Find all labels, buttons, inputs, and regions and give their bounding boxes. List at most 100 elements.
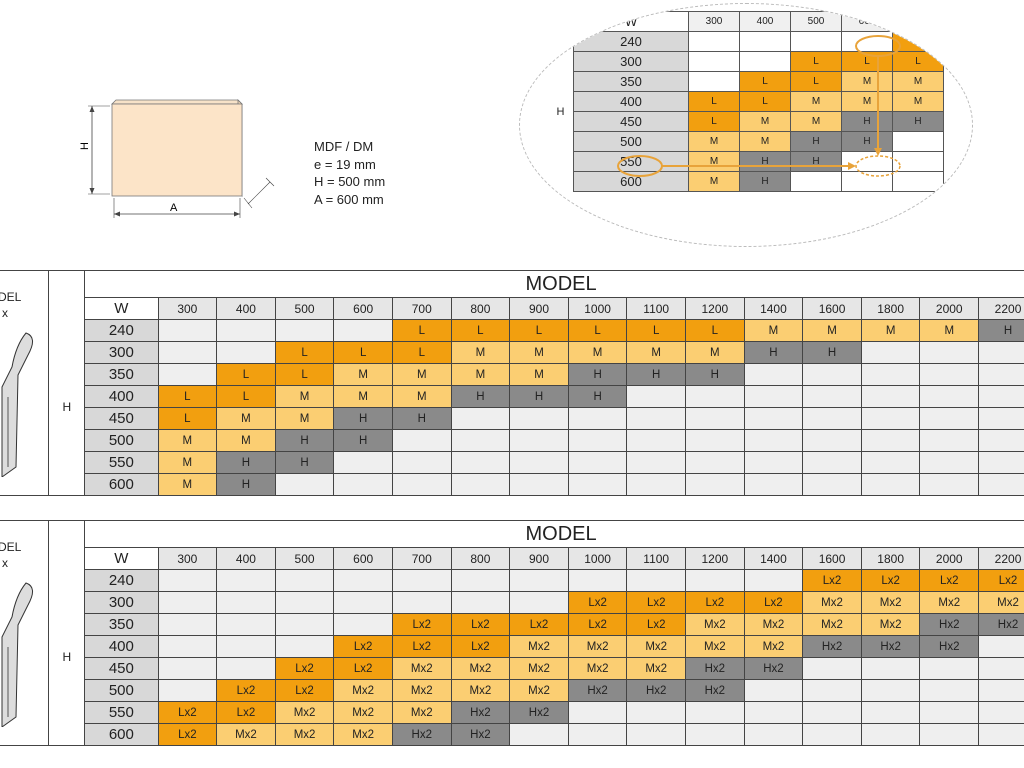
model-cell: Mx2	[743, 613, 804, 636]
model-cell	[743, 363, 804, 386]
model-cell	[274, 591, 335, 614]
model-cell: Mx2	[391, 701, 452, 724]
model-cell: M	[685, 341, 745, 364]
model-cell: L	[216, 363, 276, 386]
model-cell: Lx2	[333, 657, 393, 680]
model-cell: Mx2	[333, 679, 393, 702]
height-row-header: 450	[84, 407, 159, 430]
panel-face	[111, 103, 243, 197]
model-cell	[919, 473, 980, 496]
model-cell	[567, 429, 628, 452]
model-cell: L	[157, 385, 218, 408]
mechanism-illustration	[1, 582, 33, 728]
model-cell	[509, 591, 569, 614]
model-cell: L	[274, 341, 335, 364]
model-cell	[567, 473, 628, 496]
model-cell: M	[157, 451, 218, 474]
model-cell: M	[626, 341, 687, 364]
model-cell	[978, 451, 1024, 474]
model-cell	[274, 319, 335, 342]
model-table-double: DEL x MODEL W 300 400 500 600 700 800 900 1000 1100 1…	[0, 520, 1024, 746]
model-cell	[802, 451, 862, 474]
model-cell	[743, 569, 804, 592]
width-column-header: 800	[450, 547, 511, 570]
model-cell	[626, 451, 687, 474]
model-cell: M	[157, 429, 218, 452]
model-cell: H	[978, 319, 1024, 342]
model-cell	[391, 569, 452, 592]
model-cell: Lx2	[391, 613, 452, 636]
panel-top-edge	[111, 99, 243, 105]
model-cell: M	[509, 363, 569, 386]
model-cell	[333, 569, 393, 592]
model-cell	[802, 407, 862, 430]
model-cell: Lx2	[567, 591, 628, 614]
height-row-header: 600	[84, 723, 159, 746]
model-cell: M	[391, 363, 452, 386]
model-cell	[567, 701, 628, 724]
width-column-header: 1100	[626, 547, 687, 570]
model-cell: M	[450, 363, 511, 386]
height-label: H	[79, 142, 91, 150]
model-cell: Mx2	[919, 591, 980, 614]
model-cell	[860, 451, 921, 474]
width-column-header: 1800	[860, 547, 921, 570]
w-label: W	[84, 547, 159, 570]
zoom-cell: H	[892, 111, 944, 132]
width-column-header: 500	[274, 297, 335, 320]
model-cell	[743, 679, 804, 702]
model-cell	[860, 701, 921, 724]
model-cell	[802, 363, 862, 386]
model-cell	[450, 429, 511, 452]
model-cell: L	[450, 319, 511, 342]
model-cell	[157, 679, 218, 702]
model-cell	[567, 451, 628, 474]
zoom-col-header: 500	[790, 11, 842, 32]
model-cell: M	[216, 429, 276, 452]
height-row-header: 500	[84, 429, 159, 452]
model-cell	[860, 723, 921, 746]
model-cell	[567, 407, 628, 430]
model-cell: Mx2	[333, 701, 393, 724]
model-cell	[802, 701, 862, 724]
model-cell: L	[567, 319, 628, 342]
model-cell: M	[743, 319, 804, 342]
model-cell	[391, 429, 452, 452]
model-cell: M	[391, 385, 452, 408]
model-cell	[274, 473, 335, 496]
model-cell	[802, 429, 862, 452]
model-cell: L	[626, 319, 687, 342]
model-cell: M	[802, 319, 862, 342]
model-cell: Mx2	[509, 657, 569, 680]
model-cell: L	[391, 341, 452, 364]
model-cell: Lx2	[333, 635, 393, 658]
model-cell	[157, 341, 218, 364]
model-cell	[978, 635, 1024, 658]
model-cell	[802, 657, 862, 680]
width-column-header: 1800	[860, 297, 921, 320]
model-cell: M	[216, 407, 276, 430]
model-cell	[978, 473, 1024, 496]
model-cell: Lx2	[626, 613, 687, 636]
model-cell: L	[509, 319, 569, 342]
height-row-header: 400	[84, 385, 159, 408]
model-cell	[274, 635, 335, 658]
model-heading: MODEL	[84, 520, 1024, 548]
zoom-cell: M	[790, 111, 842, 132]
model-cell: Mx2	[509, 679, 569, 702]
model-cell: Lx2	[274, 679, 335, 702]
model-cell: H	[333, 429, 393, 452]
model-cell	[919, 429, 980, 452]
zoom-table: W 300 400 500 600 H 240 L 300 L L L 350 L L M M 400 L L M M M 4…	[548, 11, 944, 192]
zoom-cell: M	[841, 71, 893, 92]
height-row-header: 240	[84, 319, 159, 342]
zoom-row-header: 240	[573, 31, 689, 52]
model-cell	[978, 407, 1024, 430]
model-cell: Lx2	[743, 591, 804, 614]
model-cell	[919, 407, 980, 430]
model-cell	[685, 723, 745, 746]
mechanism-illustration	[1, 332, 33, 478]
height-row-header: 550	[84, 451, 159, 474]
model-cell: M	[860, 319, 921, 342]
width-column-header: 700	[391, 297, 452, 320]
